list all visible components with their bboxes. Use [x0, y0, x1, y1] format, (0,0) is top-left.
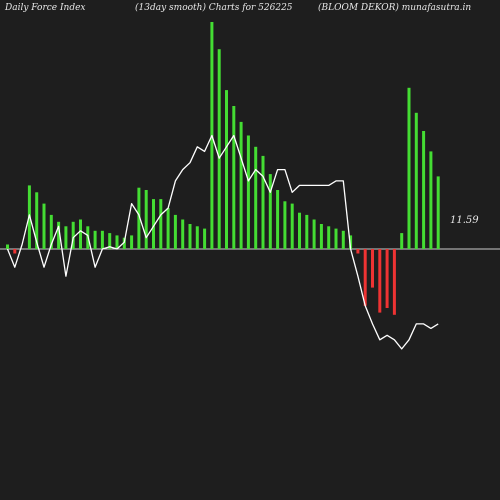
force-index-bar	[6, 244, 9, 249]
force-index-bar	[268, 174, 272, 249]
force-index-bar	[181, 219, 185, 249]
force-index-bar	[195, 226, 199, 249]
chart-title-left: Daily Force Index	[5, 3, 86, 13]
force-index-bar	[378, 249, 382, 313]
force-index-bar	[356, 249, 360, 254]
chart-title-right: (BLOOM DEKOR) munafasutra.in	[318, 3, 472, 13]
force-index-bar	[422, 131, 426, 249]
force-index-bar	[246, 135, 250, 249]
force-index-bar	[312, 219, 316, 249]
chart-title-middle: (13day smooth) Charts for 526225	[135, 3, 293, 13]
force-index-bar	[49, 214, 53, 249]
force-index-bar	[130, 235, 134, 249]
force-index-bar	[400, 233, 404, 249]
force-index-bar	[414, 112, 418, 249]
force-index-bar	[115, 235, 119, 249]
force-index-bar	[341, 230, 345, 249]
smooth-line	[6, 134, 439, 350]
force-index-bar	[188, 224, 192, 249]
force-index-bar	[57, 221, 61, 249]
last-value-label: 11.59	[450, 215, 479, 226]
force-index-bar	[254, 146, 258, 249]
force-index-bar	[152, 199, 155, 249]
force-index-bar	[349, 235, 353, 249]
force-index-bar	[71, 221, 75, 249]
force-index-bar	[159, 199, 163, 249]
force-index-bar	[363, 249, 367, 306]
force-index-bar	[79, 219, 82, 249]
force-index-bar	[276, 190, 280, 249]
force-index-bar	[392, 249, 396, 315]
force-index-bar	[64, 226, 68, 249]
force-index-bar	[108, 233, 112, 249]
force-index-bar	[166, 208, 170, 249]
force-index-bar	[217, 49, 221, 250]
force-index-bar	[283, 201, 287, 249]
force-index-bar	[144, 190, 148, 249]
force-index-bar	[334, 228, 338, 249]
force-index-bar	[371, 249, 374, 288]
force-index-bar	[298, 212, 301, 249]
force-index-bar	[13, 249, 17, 254]
force-index-bar	[239, 121, 243, 249]
force-index-bar	[436, 176, 440, 249]
force-index-bar	[42, 203, 46, 249]
force-index-bar	[100, 230, 104, 249]
force-index-bar	[305, 214, 309, 249]
force-index-bar	[261, 155, 265, 249]
force-index-bar	[290, 203, 294, 249]
force-index-bar	[122, 237, 126, 249]
force-index-bar	[407, 87, 411, 249]
force-index-bar	[203, 228, 207, 249]
force-index-bar	[173, 214, 177, 249]
force-index-bar	[35, 192, 39, 250]
force-index-bar	[327, 226, 331, 249]
force-index-bar	[225, 90, 228, 249]
force-index-bar	[232, 106, 236, 249]
force-index-bar	[137, 187, 141, 249]
force-index-bar	[385, 249, 389, 308]
force-index-bar	[93, 230, 97, 249]
force-index-bar	[429, 151, 433, 249]
force-index-bar	[319, 224, 323, 249]
